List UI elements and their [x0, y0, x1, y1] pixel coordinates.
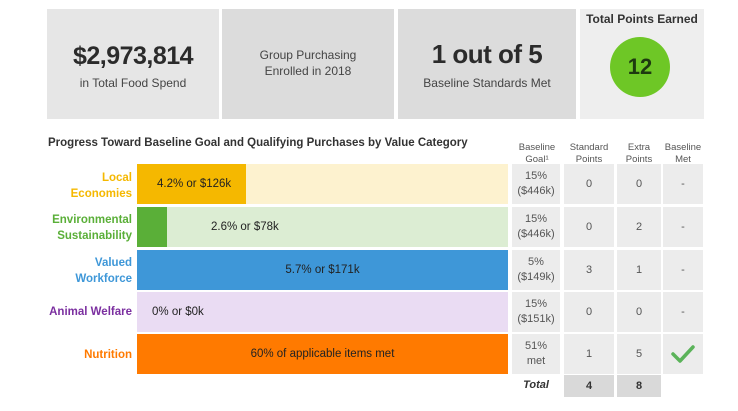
progress-text-environment: 2.6% or $78k	[211, 221, 279, 233]
food-spend-value: $2,973,814	[72, 42, 194, 70]
col-extra-points: Extra Points	[625, 142, 653, 165]
total-extra-points: 8	[617, 375, 661, 397]
progress-track-animal: 0% or $0k	[137, 292, 508, 332]
progress-fill-local	[137, 164, 246, 204]
progress-track-workforce: 5.7% or $171k	[137, 250, 508, 290]
category-nutrition: Nutrition	[84, 349, 132, 361]
baseline-met-local: -	[663, 164, 703, 204]
progress-fill-workforce	[137, 250, 508, 290]
extra-points-nutrition: 5	[617, 334, 661, 374]
total-standard-points: 4	[564, 375, 614, 397]
goal-nutrition: 51% met	[512, 334, 560, 374]
total-points-card: Total Points Earned 12	[580, 9, 704, 119]
goal-environment: 15% ($446k)	[512, 207, 560, 247]
standard-points-workforce: 3	[564, 250, 614, 290]
extra-points-environment: 2	[617, 207, 661, 247]
standards-met-value: 1 out of 5	[431, 39, 543, 69]
food-spend-card: $2,973,814 in Total Food Spend	[47, 9, 219, 119]
standards-met-card: 1 out of 5 Baseline Standards Met	[398, 9, 576, 119]
group-purchasing-text: Group Purchasing Enrolled in 2018	[259, 48, 357, 78]
total-points-value: 12	[627, 54, 653, 79]
check-icon	[671, 345, 695, 363]
progress-text-nutrition: 60% of applicable items met	[250, 348, 395, 360]
col-standard-points: Standard Points	[569, 142, 609, 165]
progress-track-local: 4.2% or $126k	[137, 164, 508, 204]
col-baseline-met: Baseline Met	[664, 142, 702, 165]
baseline-met-nutrition	[663, 334, 703, 374]
progress-text-local: 4.2% or $126k	[157, 178, 232, 190]
progress-track-nutrition: 60% of applicable items met	[137, 334, 508, 374]
standard-points-nutrition: 1	[564, 334, 614, 374]
total-label: Total	[523, 379, 549, 391]
progress-fill-environment	[137, 207, 167, 247]
progress-fill-nutrition	[137, 334, 508, 374]
group-purchasing-card: Group Purchasing Enrolled in 2018	[222, 9, 394, 119]
category-valued-workforce: Valued Workforce	[75, 257, 132, 285]
standards-met-label: Baseline Standards Met	[423, 76, 551, 90]
total-points-badge: 12	[610, 37, 670, 97]
progress-track-environment: 2.6% or $78k	[137, 207, 508, 247]
standard-points-local: 0	[564, 164, 614, 204]
baseline-met-environment: -	[663, 207, 703, 247]
goal-animal: 15% ($151k)	[512, 292, 560, 332]
goal-workforce: 5% ($149k)	[512, 250, 560, 290]
standard-points-environment: 0	[564, 207, 614, 247]
progress-text-workforce: 5.7% or $171k	[285, 264, 360, 276]
goal-local: 15% ($446k)	[512, 164, 560, 204]
standard-points-animal: 0	[564, 292, 614, 332]
baseline-met-animal: -	[663, 292, 703, 332]
category-environmental-sustainability: Environmental Sustainability	[52, 214, 132, 242]
col-baseline-goal: Baseline Goal¹	[518, 142, 556, 165]
food-spend-label: in Total Food Spend	[79, 76, 187, 90]
category-animal-welfare: Animal Welfare	[49, 306, 132, 318]
progress-text-animal: 0% or $0k	[152, 306, 204, 318]
baseline-met-workforce: -	[663, 250, 703, 290]
total-points-title: Total Points Earned	[586, 12, 698, 26]
extra-points-local: 0	[617, 164, 661, 204]
extra-points-workforce: 1	[617, 250, 661, 290]
section-title: Progress Toward Baseline Goal and Qualif…	[48, 137, 468, 149]
extra-points-animal: 0	[617, 292, 661, 332]
category-local-economies: Local Economies	[70, 172, 132, 200]
